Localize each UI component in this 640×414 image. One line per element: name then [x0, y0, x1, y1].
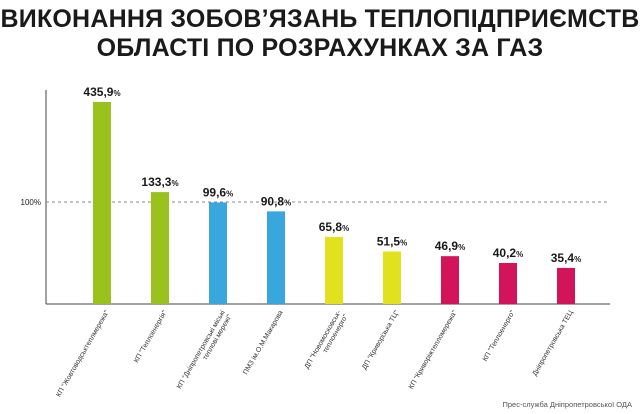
data-label-1: 435,9% — [83, 85, 120, 99]
chart-title-line-2: ОБЛАСТІ ПО РОЗРАХУНКАХ ЗА ГАЗ — [96, 34, 544, 62]
category-label-4: ПМЗ ім.О.М.Макарова — [241, 309, 284, 376]
category-label-9: Дніпропетровська ТЕЦ — [531, 308, 575, 377]
bar-9 — [557, 267, 575, 304]
data-label-9: 35,4% — [551, 251, 581, 265]
bar-6 — [383, 251, 401, 304]
category-label-3: КП "Дніпропетровські міськітеплові мереж… — [175, 309, 234, 395]
bar-4 — [267, 211, 285, 304]
category-label-6: ДП "Криворізька ТЦ" — [360, 309, 401, 371]
chart-title-line-1: ВИКОНАННЯ ЗОБОВ’ЯЗАНЬ ТЕПЛОПІДПРИЄМСТВ — [0, 5, 640, 33]
category-label-7: КП "Криворіжтепломережа" — [407, 309, 459, 391]
data-label-2: 133,3% — [141, 175, 178, 189]
source-credit: Прес-служба Дніпропетровської ОДА — [502, 400, 633, 409]
data-label-7: 46,9% — [435, 239, 465, 253]
category-label-1: КП "Жовтоводськтеплмережа" — [55, 309, 111, 398]
bar-7 — [441, 256, 459, 304]
bar-3 — [209, 202, 227, 304]
category-label-8: КП "Теплоенерго" — [482, 309, 517, 363]
bar-2 — [151, 192, 169, 304]
bar-1 — [93, 102, 111, 304]
category-label-2: КП "Теплоенергія" — [132, 309, 169, 365]
data-label-4: 90,8% — [261, 194, 291, 208]
bar-8 — [499, 262, 517, 304]
data-label-6: 51,5% — [377, 234, 407, 248]
category-label-5: ДП "Новомосковськ-теплоенерго" — [304, 309, 350, 374]
data-label-3: 99,6% — [203, 185, 233, 199]
data-label-5: 65,8% — [319, 220, 349, 234]
bar-5 — [325, 236, 343, 304]
reference-line-label: 100% — [21, 198, 41, 207]
data-label-8: 40,2% — [493, 246, 523, 260]
